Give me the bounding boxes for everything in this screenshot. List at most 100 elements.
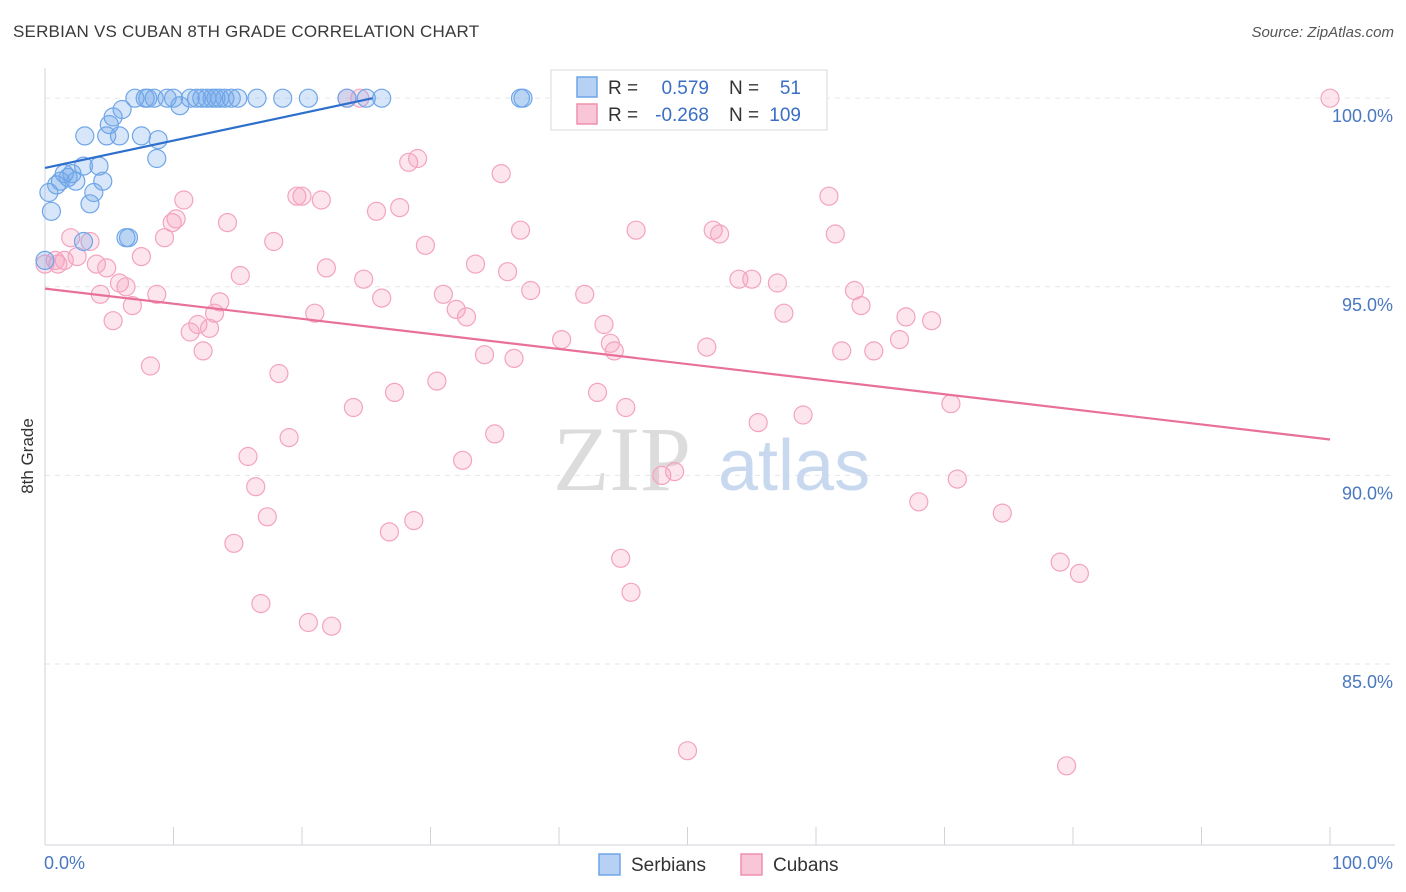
cubans-point: [433, 284, 453, 304]
watermark-zip: ZIP: [553, 408, 691, 510]
cubans-point: [521, 280, 541, 301]
cubans-point: [909, 492, 929, 512]
cubans-point: [404, 510, 424, 531]
serbians-point: [247, 88, 267, 108]
cubans-point: [864, 341, 884, 361]
cubans-points: [35, 88, 1340, 776]
cubans-point: [86, 254, 107, 274]
serbians-point: [356, 88, 376, 108]
cubans-point: [217, 213, 238, 233]
serbians-point: [513, 88, 533, 108]
cubans-point: [767, 273, 788, 293]
cubans-point: [193, 341, 213, 361]
cubans-point: [122, 296, 142, 316]
cubans-point: [748, 413, 768, 433]
serbians-point: [41, 201, 62, 221]
cubans-point: [947, 469, 967, 489]
cubans-point: [551, 330, 572, 350]
serbians-point: [228, 88, 248, 108]
cubans-point: [652, 465, 672, 485]
legend-n-value-serbians: 51: [780, 78, 801, 99]
cubans-point: [621, 582, 641, 602]
cubans-point: [292, 186, 312, 206]
legend-n-value-cubans: 109: [769, 105, 801, 126]
cubans-point: [343, 397, 363, 418]
cubans-point: [251, 593, 271, 614]
cubans-point: [384, 382, 405, 402]
cubans-point: [677, 741, 698, 761]
cubans-point: [510, 220, 531, 240]
cubans-point: [446, 299, 466, 319]
watermark-atlas: atlas: [718, 426, 870, 506]
cubans-point: [453, 450, 473, 470]
cubans-point: [131, 247, 151, 267]
serbians-point: [187, 88, 207, 108]
cubans-point: [230, 265, 250, 286]
x-tick-label-min: 0.0%: [44, 853, 85, 873]
series-legend-swatch-cubans[interactable]: [740, 853, 763, 876]
correlation-legend: R = 0.579 N = 51 R = -0.268 N = 109: [550, 69, 828, 131]
cubans-point: [166, 209, 186, 229]
series-legend-label-serbians[interactable]: Serbians: [631, 855, 706, 876]
cubans-point: [54, 250, 74, 270]
cubans-point: [921, 311, 942, 331]
cubans-point: [889, 330, 910, 350]
cubans-point: [174, 190, 194, 210]
serbians-point: [163, 88, 184, 108]
cubans-point: [896, 307, 916, 327]
cubans-point: [224, 533, 244, 553]
y-tick-label: 95.0%: [1342, 295, 1393, 315]
cubans-point: [626, 220, 646, 240]
serbians-point: [35, 250, 55, 270]
cubans-point: [474, 345, 495, 365]
cubans-point: [832, 341, 852, 361]
cubans-point: [1056, 756, 1077, 776]
cubans-point: [616, 397, 636, 418]
cubans-point: [1320, 88, 1340, 108]
cubans-point: [594, 314, 614, 335]
cubans-point: [427, 371, 447, 391]
serbians-point: [170, 96, 190, 116]
cubans-point: [851, 296, 871, 316]
legend-n-label-cubans: N =: [729, 105, 759, 126]
serbians-point: [147, 148, 167, 169]
cubans-point: [154, 228, 175, 248]
serbians-point: [131, 126, 151, 146]
cubans-point: [305, 303, 325, 323]
x-ticks: [44, 827, 1331, 845]
axes: [44, 68, 1395, 846]
cubans-point: [354, 269, 374, 289]
cubans-point: [366, 201, 387, 221]
cubans-point: [257, 507, 277, 527]
serbians-points: [35, 88, 533, 270]
serbians-point: [109, 126, 130, 146]
series-legend-label-cubans[interactable]: Cubans: [773, 855, 839, 876]
serbians-point: [372, 88, 392, 108]
cubans-point: [311, 190, 331, 210]
cubans-point: [379, 522, 399, 542]
cubans-point: [992, 503, 1012, 523]
serbians-point: [273, 88, 293, 108]
serbians-point: [180, 88, 200, 108]
cubans-point: [210, 292, 230, 312]
serbians-point: [46, 175, 67, 195]
legend-n-label-serbians: N =: [729, 78, 759, 99]
cubans-trend-line: [44, 287, 1331, 441]
cubans-point: [322, 616, 342, 636]
legend-r-value-serbians: 0.579: [661, 78, 709, 99]
serbians-point: [118, 228, 139, 248]
cubans-point: [697, 337, 717, 357]
cubans-point: [709, 224, 730, 244]
legend-r-label-cubans: R =: [608, 105, 638, 126]
cubans-point: [1069, 563, 1090, 584]
cubans-point: [61, 228, 81, 248]
serbians-point: [66, 171, 86, 191]
serbians-point: [112, 99, 132, 120]
serbians-point: [298, 88, 318, 108]
cubans-point: [103, 311, 123, 331]
watermark: ZIP atlas: [553, 408, 870, 510]
cubans-point: [793, 405, 813, 425]
series-legend-swatch-serbians[interactable]: [598, 853, 621, 876]
y-axis-label: 8th Grade: [18, 418, 37, 494]
